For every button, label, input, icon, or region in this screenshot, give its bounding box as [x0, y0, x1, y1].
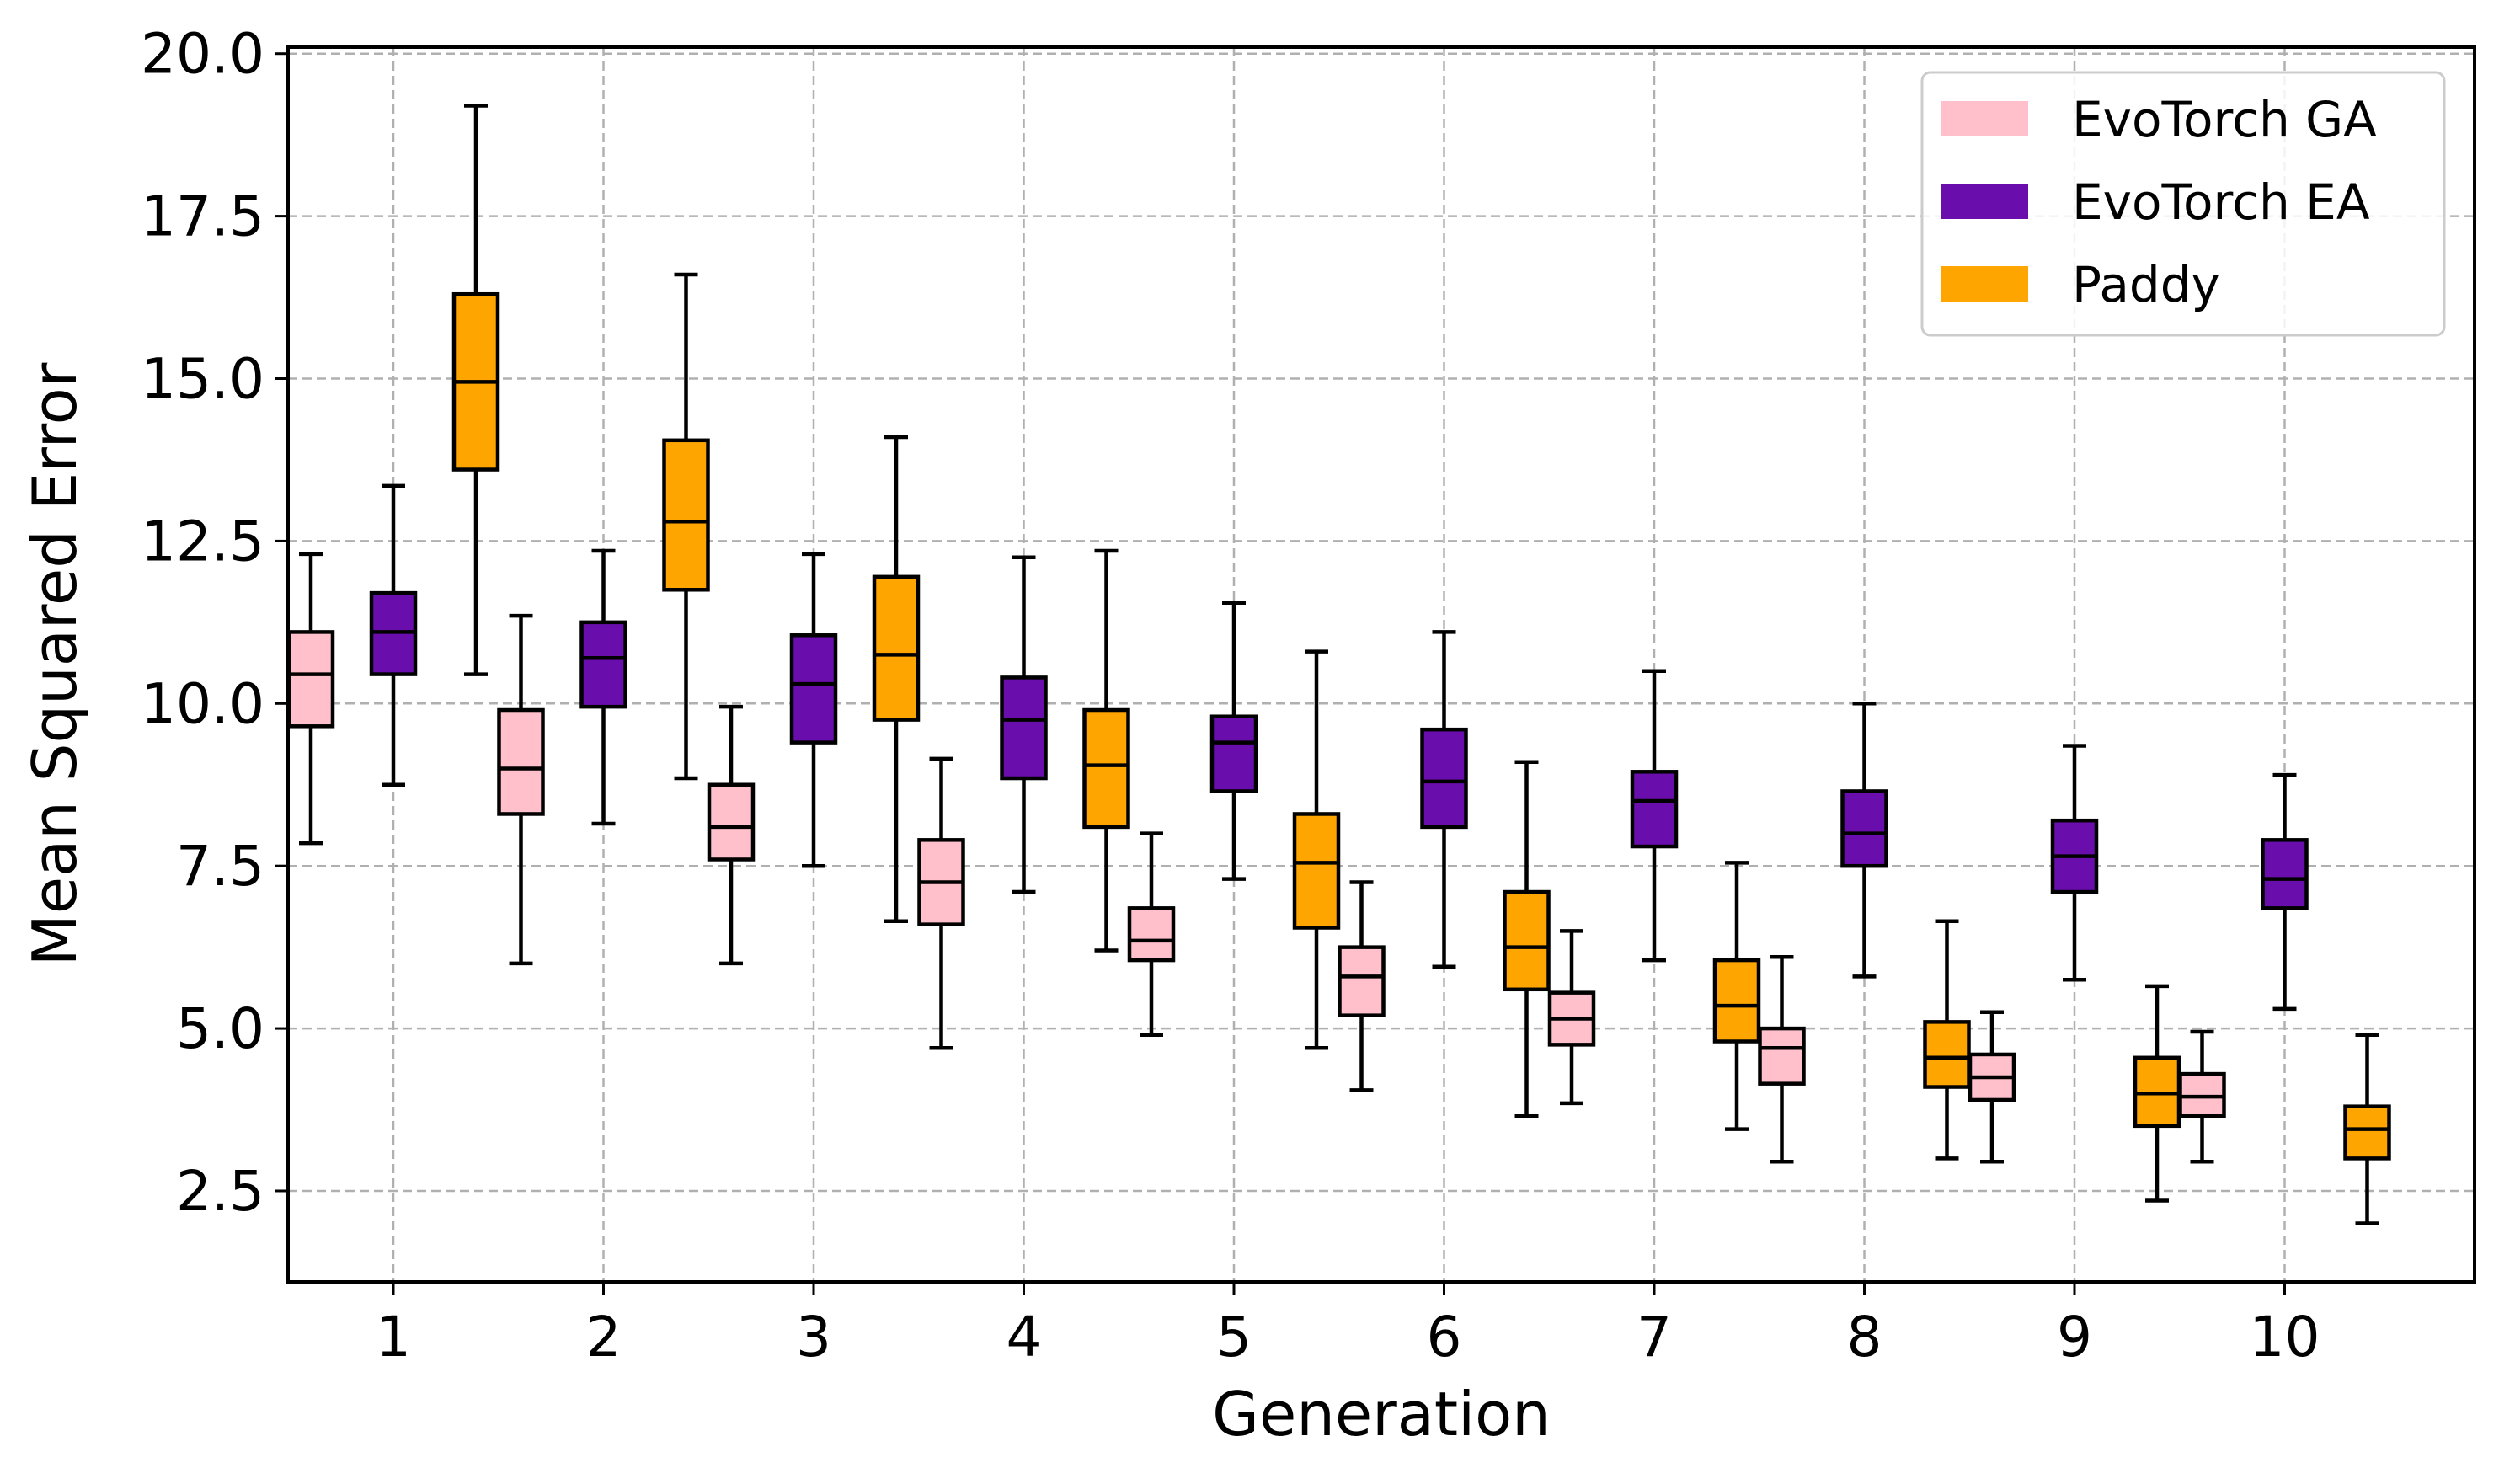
x-tick-label: 9: [2057, 1305, 2092, 1369]
iqr-box: [662, 438, 710, 592]
iqr-box: [1840, 789, 1888, 868]
box-gen-5: [1292, 649, 1341, 1050]
x-axis-title: Generation: [1212, 1379, 1551, 1449]
iqr-box: [497, 707, 545, 816]
box-gen-8: [1923, 919, 1971, 1161]
box-gen-9: [1968, 1010, 2016, 1164]
legend-label: EvoTorch EA: [2072, 173, 2370, 231]
y-tick-label: 20.0: [141, 22, 264, 87]
iqr-box: [1630, 770, 1679, 849]
box-gen-3: [789, 552, 838, 868]
x-tick-label: 6: [1427, 1305, 1462, 1369]
box-gen-7: [1547, 929, 1596, 1106]
plot-frame: [286, 45, 2476, 1284]
box-gen-10: [2261, 772, 2309, 1012]
y-tick-label: 17.5: [141, 184, 264, 249]
legend-swatch: [1941, 266, 2028, 302]
iqr-box: [286, 630, 335, 729]
box-gen-10: [2343, 1033, 2391, 1225]
iqr-box: [1758, 1026, 1806, 1086]
iqr-box: [2261, 838, 2309, 910]
x-tick-label: 1: [376, 1305, 411, 1369]
x-tick-label: 2: [586, 1305, 622, 1369]
iqr-box: [1338, 945, 1386, 1017]
iqr-box: [1292, 812, 1341, 930]
box-gen-2: [497, 613, 545, 966]
iqr-box: [1420, 727, 1468, 830]
iqr-box: [707, 782, 756, 862]
box-gen-7: [1712, 861, 1761, 1131]
series-evotorch-ea: [369, 483, 2309, 1012]
legend-label: Paddy: [2072, 256, 2220, 313]
y-tick-label: 15.0: [141, 347, 264, 412]
iqr-box: [1082, 707, 1130, 830]
box-series: [286, 104, 2391, 1225]
box-gen-2: [579, 548, 627, 826]
iqr-box: [789, 633, 838, 745]
y-tick-label: 12.5: [141, 509, 264, 574]
legend-swatch: [1941, 184, 2028, 219]
legend-frame: [1920, 71, 2446, 337]
x-tick-label: 3: [796, 1305, 831, 1369]
box-gen-4: [917, 756, 965, 1050]
x-tick-label: 4: [1007, 1305, 1042, 1369]
box-gen-2: [662, 272, 710, 781]
legend-label: EvoTorch GA: [2072, 91, 2377, 148]
box-gen-1: [286, 552, 335, 846]
x-tick-label: 8: [1847, 1305, 1882, 1369]
iqr-box: [579, 620, 627, 709]
box-gen-9: [2050, 744, 2099, 982]
iqr-box: [1127, 906, 1176, 963]
y-tick-label: 10.0: [141, 671, 264, 736]
box-gen-1: [369, 483, 418, 787]
x-tick-label: 5: [1216, 1305, 1252, 1369]
x-tick-label: 7: [1637, 1305, 1672, 1369]
box-gen-4: [1000, 555, 1048, 894]
box-gen-3: [872, 435, 921, 924]
box-gen-9: [2133, 984, 2181, 1203]
y-tick-label: 7.5: [176, 834, 264, 899]
box-gen-5: [1209, 601, 1258, 881]
x-tick-label: 10: [2250, 1305, 2320, 1369]
iqr-box: [2343, 1104, 2391, 1161]
box-gen-7: [1630, 669, 1679, 963]
box-gen-4: [1082, 548, 1130, 953]
box-gen-6: [1338, 880, 1386, 1092]
box-gen-3: [707, 704, 756, 966]
box-gen-5: [1127, 831, 1176, 1038]
y-axis-title: Mean Squared Error: [19, 362, 90, 966]
iqr-box: [872, 574, 921, 722]
box-gen-8: [1840, 702, 1888, 979]
axis-ticks: 2.5 5.0 7.5 10.0 12.5 15.0 17.5 20.0 1 2 3 4 5 6 7 8 9 10: [141, 22, 2320, 1369]
iqr-box: [1712, 958, 1761, 1044]
box-gen-6: [1503, 760, 1551, 1118]
series-paddy: [451, 104, 2391, 1225]
legend: EvoTorch GA EvoTorch EA Paddy: [1920, 71, 2446, 337]
box-gen-8: [1758, 954, 1806, 1164]
iqr-box: [1000, 675, 1048, 781]
legend-swatch: [1941, 101, 2028, 136]
box-gen-6: [1420, 630, 1468, 969]
iqr-box: [1503, 889, 1551, 992]
iqr-box: [1923, 1020, 1971, 1089]
box-gen-1: [451, 104, 500, 676]
y-tick-label: 5.0: [176, 996, 264, 1061]
y-tick-label: 2.5: [176, 1159, 264, 1224]
iqr-box: [1209, 714, 1258, 793]
series-evotorch-ga: [286, 552, 2226, 1164]
